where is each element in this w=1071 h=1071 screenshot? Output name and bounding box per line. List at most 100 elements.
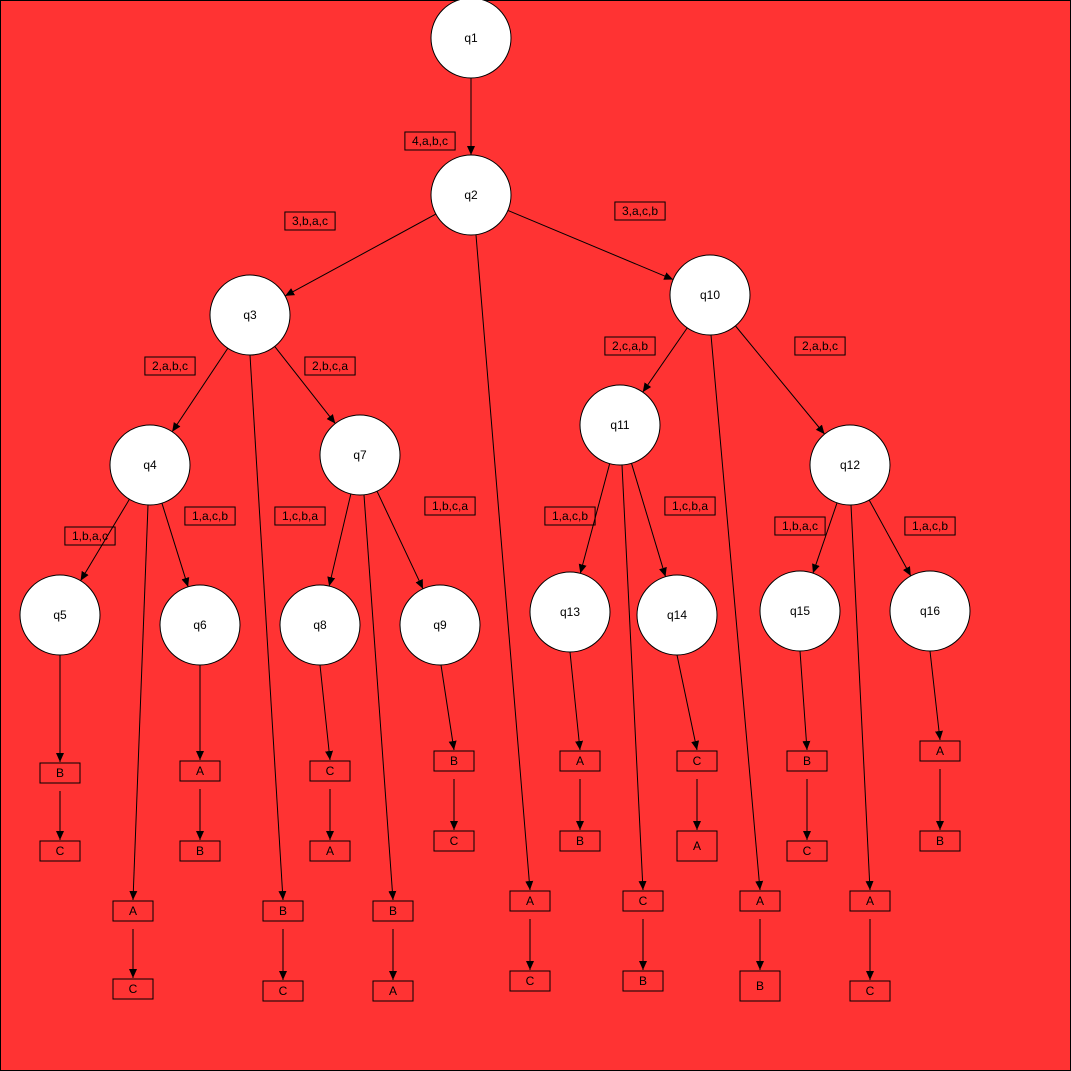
edge-q8-b-q8-1 <box>319 664 334 761</box>
edge-label-text: 1,c,b,a <box>672 499 708 513</box>
state-node-q6: q6 <box>159 584 241 666</box>
edge-label-q10-q12: 2,a,b,c <box>794 336 846 356</box>
edge-label-q7-q9: 1,b,c,a <box>424 496 476 516</box>
state-circle <box>579 384 661 466</box>
leaf-box-q10-1: A <box>739 890 781 912</box>
state-label: q15 <box>790 604 810 618</box>
leaf-box-q2-1: A <box>509 890 551 912</box>
edge-label-frame <box>794 336 846 356</box>
leaf-box-q2-2: C <box>509 970 551 992</box>
state-node-q1: q1 <box>430 0 512 79</box>
state-label: q11 <box>610 418 629 432</box>
edge-label-text: 2,b,c,a <box>312 359 348 373</box>
state-node-q2: q2 <box>430 154 512 236</box>
leaf-box-q4-2: C <box>112 978 154 1000</box>
state-node-q9: q9 <box>399 584 481 666</box>
state-circle <box>19 574 101 656</box>
edge-q7-b-q7-1 <box>363 494 397 901</box>
leaf-box-q10-2: B <box>739 970 781 1002</box>
state-node-q8: q8 <box>279 584 361 666</box>
state-node-q11: q11 <box>579 384 661 466</box>
leaf-box-q13-2: B <box>559 830 601 852</box>
leaf-box-q16-1: A <box>919 740 961 762</box>
edge-q16-b-q16-1 <box>929 650 943 741</box>
state-label: q9 <box>433 618 447 632</box>
leaf-box-frame <box>39 762 81 784</box>
leaf-box-text: A <box>756 894 764 908</box>
edge-q12-q16 <box>868 499 912 577</box>
edge-label-frame <box>404 131 456 151</box>
leaf-box-frame <box>786 840 828 862</box>
leaf-box-text: A <box>129 904 137 918</box>
edge-label-text: 4,a,b,c <box>412 134 448 148</box>
edge-label-frame <box>604 336 656 356</box>
leaf-box-text: C <box>803 844 812 858</box>
leaf-box-frame <box>559 750 601 772</box>
leaf-box-text: B <box>639 974 647 988</box>
state-node-q3: q3 <box>209 274 291 356</box>
state-label: q4 <box>143 458 157 472</box>
leaf-box-frame <box>849 890 891 912</box>
leaf-box-q11-2: B <box>622 970 664 992</box>
leaf-box-text: C <box>639 894 648 908</box>
state-label: q10 <box>700 288 720 302</box>
leaf-box-q14-1: C <box>676 750 718 772</box>
state-circle <box>279 584 361 666</box>
leaf-box-frame <box>433 750 475 772</box>
state-circle <box>430 154 512 236</box>
edge-label-frame <box>424 496 476 516</box>
edge-label-text: 1,b,a,c <box>72 529 108 543</box>
state-circle <box>109 424 191 506</box>
leaf-box-q8-1: C <box>309 760 351 782</box>
edge-label-frame <box>284 211 336 231</box>
state-label: q5 <box>53 608 67 622</box>
leaf-box-frame <box>509 970 551 992</box>
state-node-q7: q7 <box>319 414 401 496</box>
leaf-box-text: B <box>389 904 397 918</box>
edge-label-frame <box>664 496 716 516</box>
leaf-box-frame <box>559 830 601 852</box>
edge-label-text: 2,c,a,b <box>612 339 648 353</box>
state-node-q10: q10 <box>669 254 751 336</box>
edge-label-frame <box>614 201 666 221</box>
edge-q4-q5 <box>80 499 130 581</box>
leaf-box-frame <box>676 750 718 772</box>
state-label: q14 <box>667 608 687 622</box>
edge-q10-b-q10-1 <box>710 334 764 891</box>
leaf-box-frame <box>179 760 221 782</box>
edge-q9-b-q9-1 <box>440 664 457 751</box>
leaf-box-text: C <box>326 764 335 778</box>
leaf-box-q11-1: C <box>622 890 664 912</box>
leaf-box-frame <box>262 900 304 922</box>
edge-q2-q10 <box>507 209 674 281</box>
edge-labels-layer: 4,a,b,c 3,b,a,c 3,a,c,b 2,a,b,c 2,b,c,a 2,c,a… <box>64 131 956 546</box>
edge-q10-q11 <box>642 327 688 393</box>
edge-label-q3-q4: 2,a,b,c <box>144 356 196 376</box>
leaf-box-text: A <box>866 894 874 908</box>
leaf-box-text: A <box>196 764 204 778</box>
edge-label-text: 1,b,c,a <box>432 499 468 513</box>
edge-q4-q6 <box>161 503 190 587</box>
state-label: q3 <box>243 308 257 322</box>
leaf-box-frame <box>112 900 154 922</box>
edge-label-text: 3,a,c,b <box>622 204 658 218</box>
edge-q2-q3 <box>284 213 437 297</box>
leaf-box-text: B <box>576 834 584 848</box>
edge-label-frame <box>544 506 596 526</box>
edge-q7-q9 <box>376 490 424 590</box>
state-label: q1 <box>464 31 478 45</box>
edge-label-text: 1,a,c,b <box>552 509 588 523</box>
edge-q11-q14 <box>631 463 667 577</box>
leaf-box-text: B <box>450 754 458 768</box>
state-circle <box>319 414 401 496</box>
leaf-box-q7-2: A <box>372 980 414 1002</box>
leaf-box-q13-1: A <box>559 750 601 772</box>
leaf-box-q9-1: B <box>433 750 475 772</box>
leaf-box-q12-2: C <box>849 980 891 1002</box>
leaf-box-text: A <box>526 894 534 908</box>
edge-label-frame <box>184 506 236 526</box>
leaf-box-frame <box>676 830 718 862</box>
edge-label-frame <box>64 526 116 546</box>
edge-label-q2-q3: 3,b,a,c <box>284 211 336 231</box>
